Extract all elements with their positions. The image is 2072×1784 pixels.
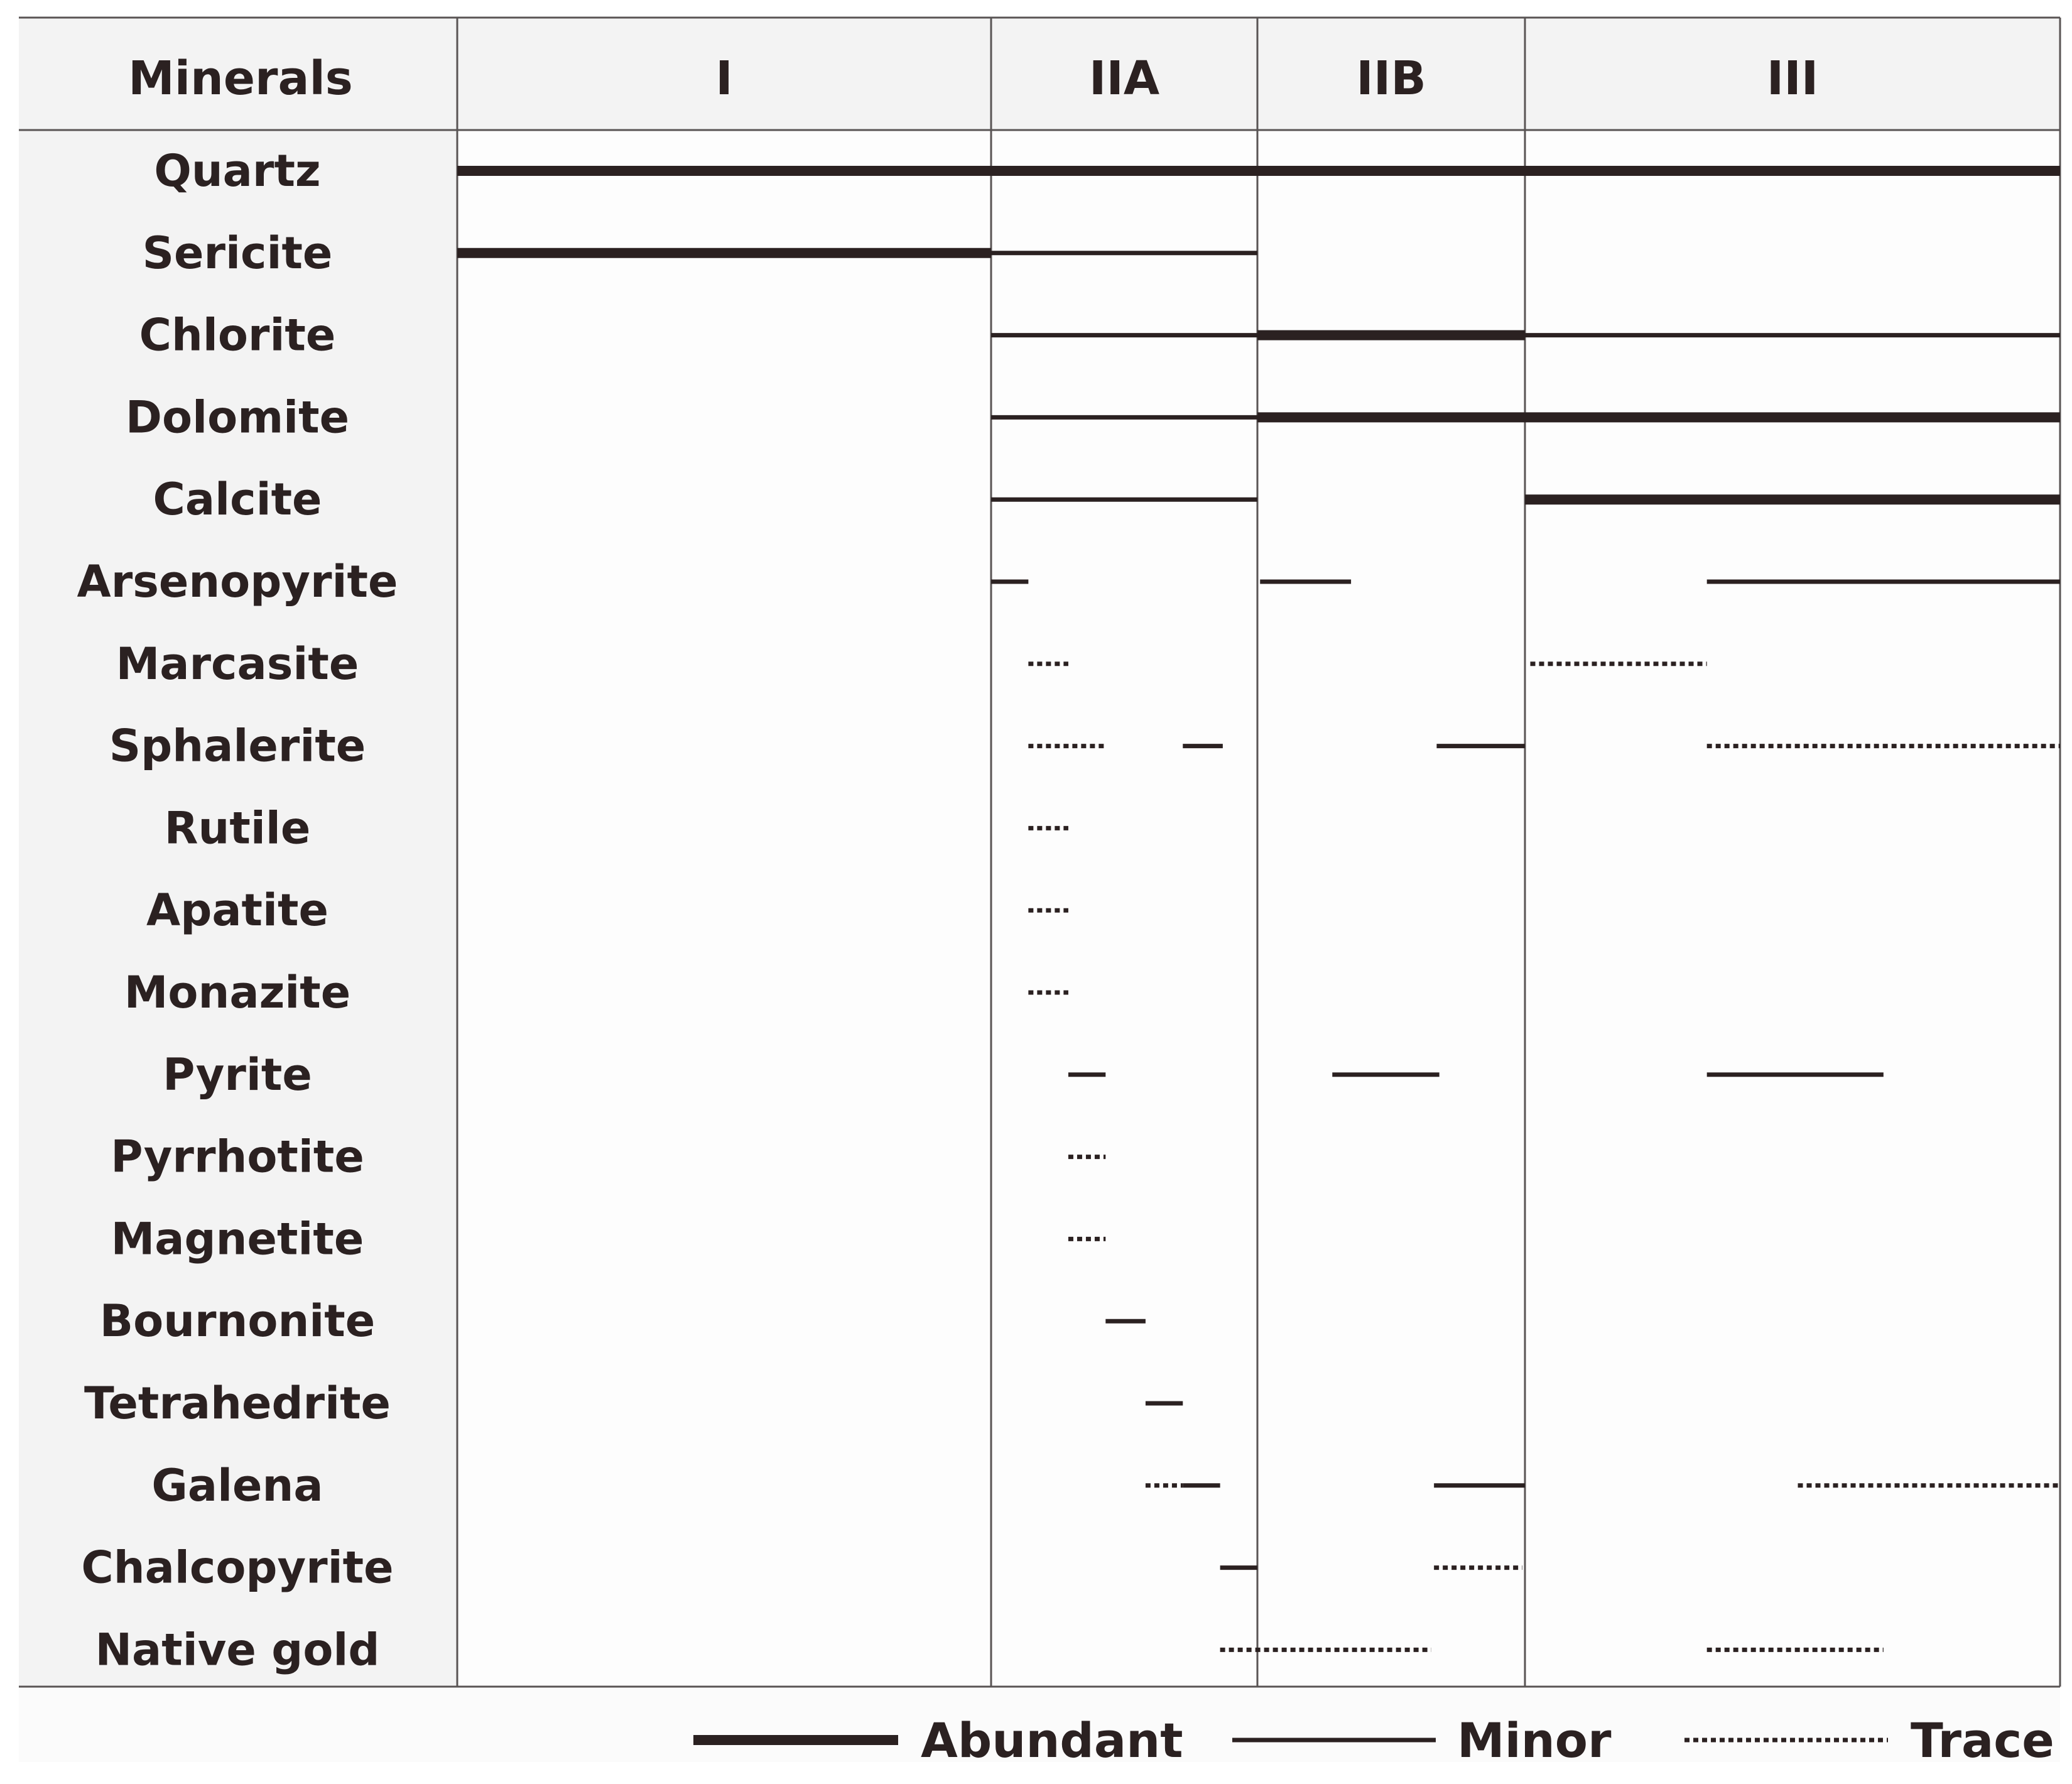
mineral-name: Chalcopyrite	[81, 1542, 393, 1594]
header-stage: IIB	[1356, 52, 1426, 106]
mineral-name: Galena	[151, 1460, 323, 1511]
header-stage: I	[715, 52, 733, 106]
mineral-name: Monazite	[124, 967, 351, 1018]
mineral-name: Chlorite	[139, 310, 336, 361]
mineral-name: Pyrrhotite	[111, 1131, 364, 1183]
mineral-name: Sphalerite	[109, 721, 366, 772]
header-stage: III	[1767, 52, 1819, 106]
legend-label: Abundant	[921, 1712, 1183, 1768]
mineral-name: Marcasite	[116, 638, 359, 690]
header-stage: IIA	[1089, 52, 1159, 106]
mineral-name: Quartz	[154, 145, 320, 197]
mineral-name: Sericite	[143, 227, 333, 279]
mineral-name: Rutile	[165, 802, 311, 854]
header-minerals: Minerals	[128, 52, 353, 106]
mineral-name: Pyrite	[163, 1049, 312, 1101]
mineral-name: Native gold	[95, 1624, 379, 1675]
legend-label: Trace	[1911, 1712, 2054, 1768]
mineral-name: Dolomite	[126, 391, 349, 443]
header-background	[19, 18, 2060, 130]
mineral-name: Arsenopyrite	[77, 556, 398, 607]
mineral-name: Bournonite	[100, 1295, 376, 1347]
legend-label: Minor	[1457, 1712, 1612, 1768]
mineral-name: Apatite	[146, 884, 328, 936]
plot-background	[457, 130, 2060, 1687]
mineral-name: Magnetite	[111, 1213, 364, 1265]
mineral-column-background	[19, 130, 457, 1687]
mineral-name: Calcite	[153, 474, 322, 525]
mineral-name: Tetrahedrite	[84, 1378, 391, 1429]
legend-background	[19, 1687, 2060, 1762]
